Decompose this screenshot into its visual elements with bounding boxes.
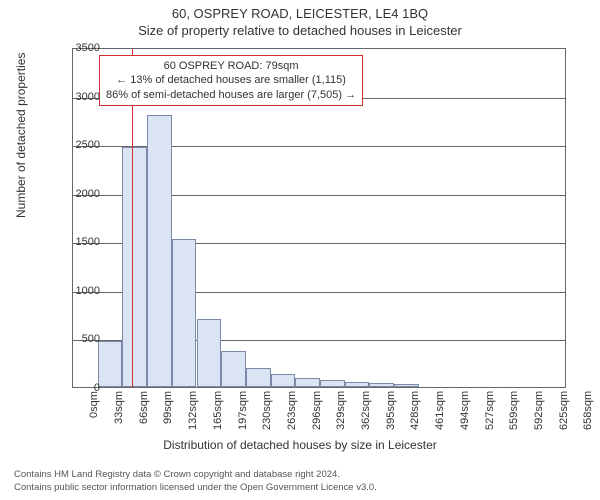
- x-tick-label: 625sqm: [558, 391, 570, 430]
- y-axis-label: Number of detached properties: [14, 53, 28, 218]
- histogram-bar: [147, 115, 172, 387]
- x-tick-label: 132sqm: [187, 391, 199, 430]
- x-tick-label: 66sqm: [138, 391, 150, 424]
- x-tick-label: 263sqm: [286, 391, 298, 430]
- histogram-bar: [345, 382, 370, 387]
- y-tick-label: 2000: [40, 188, 100, 200]
- x-tick-label: 99sqm: [162, 391, 174, 424]
- histogram-bar: [172, 239, 197, 387]
- x-tick-label: 494sqm: [459, 391, 471, 430]
- x-tick-label: 230sqm: [261, 391, 273, 430]
- x-tick-label: 296sqm: [311, 391, 323, 430]
- x-tick-label: 165sqm: [212, 391, 224, 430]
- x-tick-label: 461sqm: [434, 391, 446, 430]
- annotation-line1: 60 OSPREY ROAD: 79sqm: [106, 59, 356, 73]
- plot-region: 60 OSPREY ROAD: 79sqm← 13% of detached h…: [72, 48, 566, 388]
- x-tick-label: 33sqm: [113, 391, 125, 424]
- histogram-bar: [271, 374, 296, 387]
- x-tick-label: 0sqm: [88, 391, 100, 418]
- histogram-bar: [221, 351, 246, 387]
- histogram-bar: [394, 384, 419, 387]
- x-axis-label: Distribution of detached houses by size …: [0, 438, 600, 452]
- y-tick-label: 1000: [40, 285, 100, 297]
- footer-line-1: Contains HM Land Registry data © Crown c…: [14, 469, 377, 481]
- y-tick-label: 3500: [40, 42, 100, 54]
- histogram-bar: [122, 147, 147, 387]
- x-tick-label: 527sqm: [484, 391, 496, 430]
- histogram-bar: [98, 341, 123, 387]
- histogram-bar: [320, 380, 345, 387]
- annotation-line3: 86% of semi-detached houses are larger (…: [106, 88, 356, 102]
- x-tick-label: 559sqm: [508, 391, 520, 430]
- annotation-box: 60 OSPREY ROAD: 79sqm← 13% of detached h…: [99, 55, 363, 106]
- footer-attribution: Contains HM Land Registry data © Crown c…: [14, 469, 377, 494]
- x-tick-label: 428sqm: [409, 391, 421, 430]
- histogram-bar: [369, 383, 394, 387]
- histogram-bar: [246, 368, 271, 387]
- x-tick-label: 658sqm: [582, 391, 594, 430]
- x-tick-label: 362sqm: [360, 391, 372, 430]
- x-tick-label: 395sqm: [385, 391, 397, 430]
- title-subtitle: Size of property relative to detached ho…: [0, 21, 600, 38]
- x-tick-label: 592sqm: [533, 391, 545, 430]
- y-tick-label: 500: [40, 333, 100, 345]
- y-tick-label: 1500: [40, 236, 100, 248]
- x-tick-label: 197sqm: [237, 391, 249, 430]
- chart-area: 60 OSPREY ROAD: 79sqm← 13% of detached h…: [72, 48, 566, 388]
- histogram-bar: [295, 378, 320, 387]
- histogram-bar: [197, 319, 222, 387]
- title-address: 60, OSPREY ROAD, LEICESTER, LE4 1BQ: [0, 0, 600, 21]
- y-tick-label: 3000: [40, 91, 100, 103]
- footer-line-2: Contains public sector information licen…: [14, 482, 377, 494]
- x-tick-label: 329sqm: [335, 391, 347, 430]
- annotation-line2: ← 13% of detached houses are smaller (1,…: [106, 73, 356, 87]
- chart-container: 60, OSPREY ROAD, LEICESTER, LE4 1BQ Size…: [0, 0, 600, 500]
- y-tick-label: 2500: [40, 139, 100, 151]
